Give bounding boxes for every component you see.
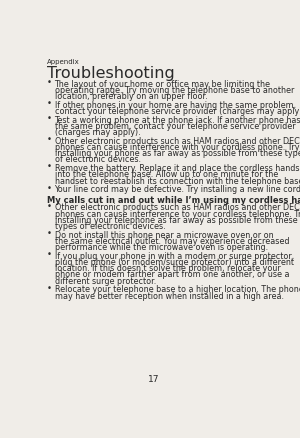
Text: operating range. Try moving the telephone base to another: operating range. Try moving the telephon… [55,86,294,95]
Text: performance while the microwave oven is operating.: performance while the microwave oven is … [55,243,268,252]
Text: •: • [47,114,52,123]
Text: If you plug your phone in with a modem or surge protector,: If you plug your phone in with a modem o… [55,252,294,261]
Text: phones can cause interference with your cordless phone. Try: phones can cause interference with your … [55,143,299,152]
Text: •: • [47,284,52,293]
Text: Troubleshooting: Troubleshooting [47,66,175,81]
Text: Test a working phone at the phone jack. If another phone has: Test a working phone at the phone jack. … [55,116,300,125]
Text: •: • [47,229,52,238]
Text: 17: 17 [148,374,160,384]
Text: •: • [47,202,52,211]
Text: My calls cut in and out while I’m using my cordless handset.: My calls cut in and out while I’m using … [47,196,300,205]
Text: •: • [47,99,52,108]
Text: location. If this doesn’t solve the problem, relocate your: location. If this doesn’t solve the prob… [55,264,280,273]
Text: may have better reception when installed in a high area.: may have better reception when installed… [55,292,284,300]
Text: The layout of your home or office may be limiting the: The layout of your home or office may be… [55,80,271,88]
Text: location, preferably on an upper floor.: location, preferably on an upper floor. [55,92,207,101]
Text: plug the phone (or modem/surge protector) into a different: plug the phone (or modem/surge protector… [55,258,294,267]
Text: Your line cord may be defective. Try installing a new line cord.: Your line cord may be defective. Try ins… [55,185,300,194]
Text: of electronic devices.: of electronic devices. [55,155,141,164]
Text: •: • [47,78,52,87]
Text: Remove the battery. Replace it and place the cordless handset: Remove the battery. Replace it and place… [55,164,300,173]
Text: If other phones in your home are having the same problem,: If other phones in your home are having … [55,101,296,110]
Text: types of electronic devices.: types of electronic devices. [55,222,165,231]
Text: •: • [47,162,52,172]
Text: installing your telephone as far away as possible from these: installing your telephone as far away as… [55,216,297,225]
Text: phones can cause interference to your cordless telephone. Try: phones can cause interference to your co… [55,210,300,219]
Text: handset to reestablish its connection with the telephone base.: handset to reestablish its connection wi… [55,177,300,186]
Text: into the telephone base. Allow up to one minute for the: into the telephone base. Allow up to one… [55,170,278,180]
Text: Appendix: Appendix [47,59,80,65]
Text: Other electronic products such as HAM radios and other DECT: Other electronic products such as HAM ra… [55,204,300,212]
Text: contact your telephone service provider (charges may apply).: contact your telephone service provider … [55,107,300,116]
Text: •: • [47,184,52,193]
Text: (charges may apply).: (charges may apply). [55,128,140,137]
Text: the same electrical outlet. You may experience decreased: the same electrical outlet. You may expe… [55,237,289,246]
Text: Relocate your telephone base to a higher location. The phone: Relocate your telephone base to a higher… [55,286,300,294]
Text: different surge protector.: different surge protector. [55,277,156,286]
Text: •: • [47,135,52,144]
Text: the same problem, contact your telephone service provider: the same problem, contact your telephone… [55,122,295,131]
Text: Do not install this phone near a microwave oven or on: Do not install this phone near a microwa… [55,231,273,240]
Text: •: • [47,250,52,259]
Text: installing your phone as far away as possible from these types: installing your phone as far away as pos… [55,149,300,158]
Text: Other electronic products such as HAM radios and other DECT: Other electronic products such as HAM ra… [55,137,300,146]
Text: phone or modem farther apart from one another, or use a: phone or modem farther apart from one an… [55,271,289,279]
